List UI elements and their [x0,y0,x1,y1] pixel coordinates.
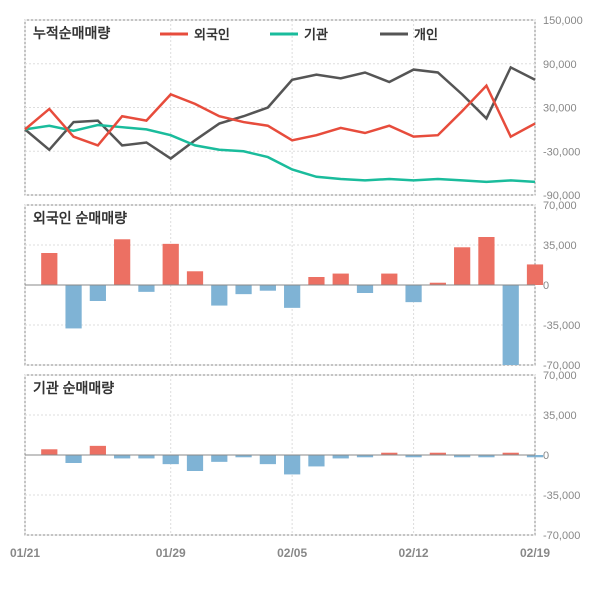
bar [41,253,57,285]
bar [503,285,519,365]
panel3-title: 기관 순매매량 [33,380,114,396]
y-tick-label: -35,000 [543,320,580,332]
bar [138,455,154,458]
bar [333,274,349,285]
bar [333,455,349,458]
bar [308,277,324,285]
x-tick-label: 02/19 [520,546,550,560]
bar [114,455,130,458]
bar [405,285,421,302]
y-tick-label: 30,000 [543,103,577,115]
bar [454,247,470,285]
x-tick-label: 01/21 [10,546,40,560]
bar [90,285,106,301]
bar [527,264,543,285]
x-tick-label: 01/29 [156,546,186,560]
panel1-title: 누적순매매량 [33,25,110,41]
panel2-title: 외국인 순매매량 [33,210,127,226]
bar [187,271,203,285]
chart-container: -90,000-30,00030,00090,000150,000누적순매매량외… [0,0,600,604]
bar [187,455,203,471]
bar [381,274,397,285]
bar [90,446,106,455]
bar [357,285,373,293]
y-tick-label: 90,000 [543,59,577,71]
bar [284,285,300,308]
bar [211,455,227,462]
bar [114,239,130,285]
y-tick-label: 150,000 [543,15,583,27]
bar [211,285,227,306]
bar [65,455,81,463]
bar [138,285,154,292]
y-tick-label: 0 [543,450,549,462]
bar [163,455,179,464]
y-tick-label: 35,000 [543,240,577,252]
bar [260,455,276,464]
bar [235,285,251,294]
y-tick-label: -30,000 [543,146,580,158]
line-series [25,67,535,158]
y-tick-label: 70,000 [543,200,577,212]
bar [41,449,57,455]
chart-svg: -90,000-30,00030,00090,000150,000누적순매매량외… [0,0,600,604]
y-tick-label: -70,000 [543,530,580,542]
x-tick-label: 02/05 [277,546,307,560]
bar [478,237,494,285]
y-tick-label: 35,000 [543,410,577,422]
y-tick-label: -35,000 [543,490,580,502]
y-tick-label: 0 [543,280,549,292]
x-tick-label: 02/12 [399,546,429,560]
bar [163,244,179,285]
bar [260,285,276,291]
bar [65,285,81,328]
legend-label: 기관 [304,27,328,42]
legend-label: 개인 [414,27,438,42]
y-tick-label: 70,000 [543,370,577,382]
bar [284,455,300,474]
bar [308,455,324,466]
legend-label: 외국인 [194,27,230,42]
